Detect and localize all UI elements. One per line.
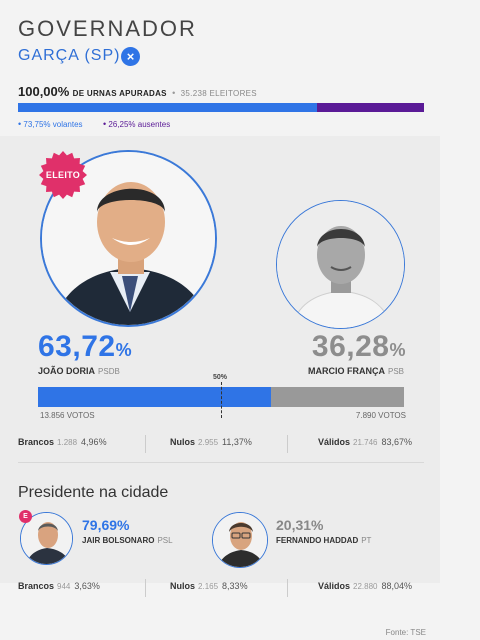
midline-label: 50% [213,374,228,381]
gov-nulos: Nulos 2.955 11,37% [170,437,252,447]
race-title: GOVERNADOR [18,16,197,41]
candidate-2-percent: 36,28% [311,330,406,363]
candidate-2-name: MARCIO FRANÇA PSB [307,366,404,376]
apuracao-separator: • [172,88,176,98]
midline-marker [221,382,222,418]
gov-brancos: Brancos 1.288 4,96% [18,437,107,447]
president-2-name: FERNANDO HADDAD PT [276,536,372,545]
absent-text: 26,25% ausentes [108,120,171,129]
elected-badge-small: E [19,510,32,523]
candidate-photo-franca [276,200,405,329]
president-2-percent: 20,31% [276,517,324,533]
candidate-1-party: PSDB [98,367,120,376]
apuracao-label: DE URNAS APURADAS [72,89,167,98]
president-stats: Brancos 944 3,63% Nulos 2.165 8,33% Válidos 2… [18,579,424,597]
pres-brancos: Brancos 944 3,63% [18,581,100,591]
elected-badge: ELEITO [38,150,88,200]
voters-text: 73,75% volantes [23,120,83,129]
candidate-photo-doria [40,150,217,327]
elected-badge-label: ELEITO [45,170,81,180]
gov-validos: Válidos 21.746 83,67% [318,437,413,447]
candidate-photo-bolsonaro [20,512,73,565]
candidate-2-votes: 7.890 VOTOS [355,411,406,420]
absent-legend: • 26,25% ausentes [103,119,171,129]
president-section-title: Presidente na cidade [18,484,169,501]
candidate-1-percent: 63,72% [38,330,133,363]
president-1-percent: 79,69% [82,517,130,533]
candidate-1-votes: 13.856 VOTOS [40,411,95,420]
close-icon[interactable]: × [121,47,140,66]
electors-count: 35.238 ELEITORES [180,89,257,98]
candidate-2-party: PSB [387,367,404,376]
pres-nulos: Nulos 2.165 8,33% [170,581,248,591]
candidate-photo-haddad [212,512,268,568]
apuracao-status: 100,00% DE URNAS APURADAS • 35.238 ELEIT… [18,84,257,99]
pres-validos: Válidos 22.880 88,04% [318,581,413,591]
city-name[interactable]: GARÇA (SP) [18,47,121,64]
president-1-name: JAIR BOLSONARO PSL [82,536,173,545]
turnout-fill [18,103,318,112]
turnout-bar [18,103,424,112]
source-note: Fonte: TSE [385,628,426,637]
apuracao-percent: 100,00% [18,84,70,99]
vote-share-fill [38,387,272,407]
section-divider [18,462,424,463]
candidate-1-name: JOÃO DORIA PSDB [38,366,120,376]
gov-stats: Brancos 1.288 4,96% Nulos 2.955 11,37% Válid… [18,435,424,453]
voters-legend: • 73,75% volantes [18,119,83,129]
